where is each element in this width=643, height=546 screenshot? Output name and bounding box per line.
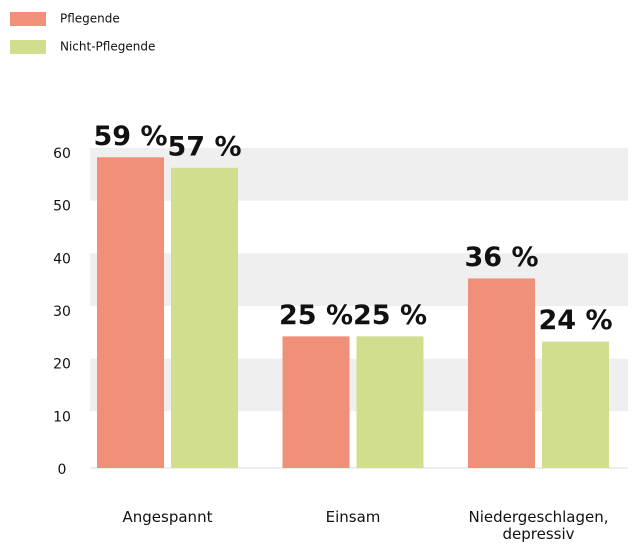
- value-label: 59 %: [93, 121, 167, 152]
- bar: [97, 157, 164, 468]
- y-tick-label: 60: [53, 146, 71, 162]
- legend-swatch: [10, 12, 46, 26]
- bar: [356, 336, 424, 468]
- value-label: 57 %: [167, 131, 241, 162]
- x-tick-label: Angespannt: [122, 508, 213, 526]
- value-label: 24 %: [538, 305, 612, 336]
- y-tick-label: 30: [53, 304, 71, 320]
- x-tick-label: Niedergeschlagen, depressiv: [468, 508, 609, 543]
- value-label: 36 %: [464, 242, 538, 273]
- legend-label: Pflegende: [60, 12, 120, 26]
- value-label: 25 %: [353, 300, 427, 331]
- y-tick-label: 10: [53, 409, 71, 425]
- grid-band: [90, 253, 628, 306]
- y-tick-label: 20: [53, 357, 71, 373]
- legend-swatch: [10, 40, 46, 54]
- bar: [171, 167, 238, 469]
- bar: [468, 278, 535, 468]
- y-tick-label: 50: [53, 199, 71, 215]
- bar: [542, 341, 609, 468]
- value-label: 25 %: [279, 300, 353, 331]
- bar: [282, 336, 350, 468]
- y-tick-label: 40: [53, 251, 71, 267]
- legend-label: Nicht-Pflegende: [60, 40, 155, 54]
- y-tick-label: 0: [58, 462, 67, 478]
- x-tick-label: Einsam: [325, 508, 381, 526]
